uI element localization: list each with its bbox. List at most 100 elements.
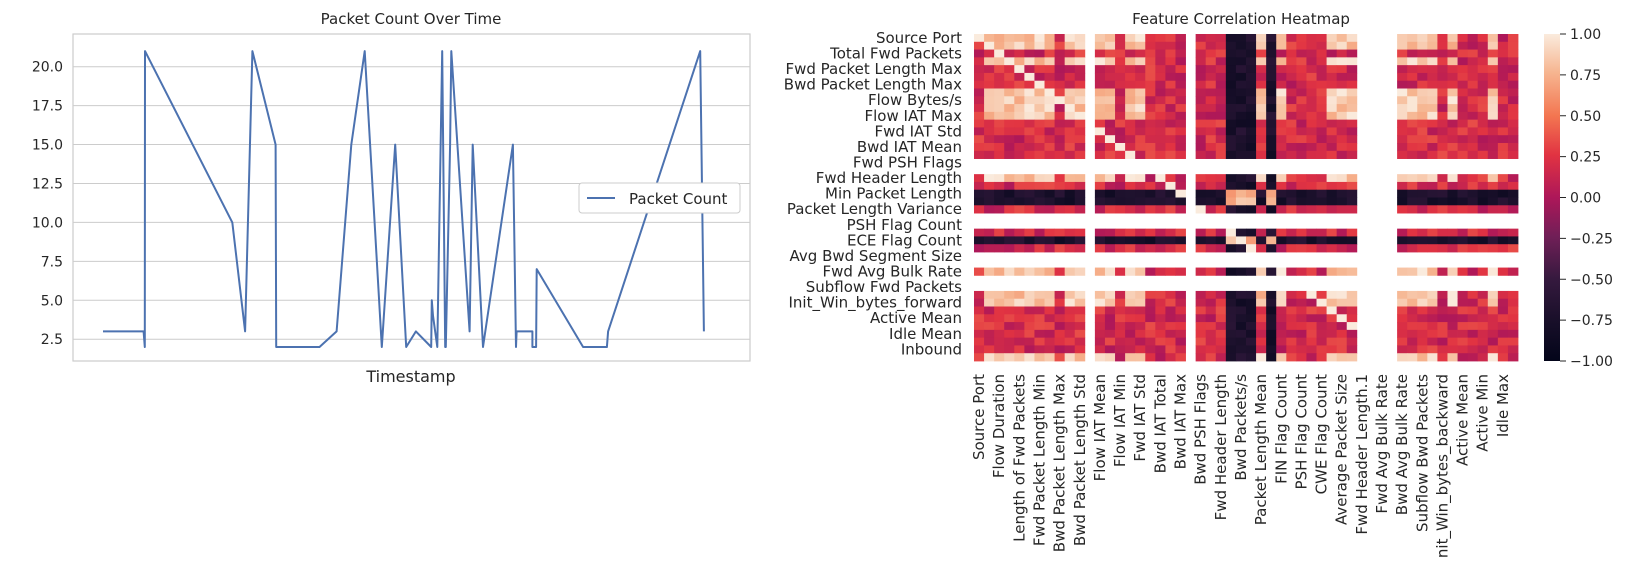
heatmap-cell bbox=[1125, 72, 1136, 82]
heatmap-cell bbox=[1225, 96, 1237, 105]
heatmap-cell bbox=[1507, 80, 1519, 89]
heatmap-cell bbox=[1467, 88, 1479, 97]
heatmap-cell bbox=[994, 111, 1005, 121]
heatmap-cell bbox=[1155, 306, 1166, 315]
heatmap-cell bbox=[1286, 197, 1297, 206]
heatmap-cell bbox=[1417, 298, 1428, 307]
heatmap-cell bbox=[1235, 119, 1247, 128]
heatmap-cell bbox=[1195, 353, 1207, 362]
heatmap-cell bbox=[1195, 80, 1207, 89]
heatmap-cell bbox=[1165, 111, 1176, 121]
heatmap-cell bbox=[1014, 49, 1025, 58]
heatmap-cell bbox=[1235, 96, 1247, 105]
heatmap-cell bbox=[1256, 353, 1267, 362]
heatmap-cell bbox=[1397, 174, 1408, 183]
heatmap-cell bbox=[1397, 72, 1408, 82]
heatmap-cell bbox=[1054, 298, 1066, 307]
heatmap-cell bbox=[1326, 174, 1338, 183]
heatmap-cell bbox=[1215, 174, 1227, 183]
heatmap-cell bbox=[1487, 143, 1499, 152]
heatmap-cell bbox=[1155, 353, 1166, 362]
heatmap-cell bbox=[1467, 345, 1479, 354]
heatmap-cell bbox=[1014, 228, 1025, 237]
heatmap-cell bbox=[984, 135, 995, 144]
heatmap-cell bbox=[1235, 65, 1247, 74]
heatmap-cell bbox=[1115, 267, 1126, 276]
heatmap-cell bbox=[1235, 314, 1247, 323]
heatmap-cell bbox=[1477, 197, 1489, 206]
heatmap-cell bbox=[1407, 65, 1418, 74]
heatmap-cell bbox=[1407, 49, 1418, 58]
heatmap-cell bbox=[1336, 205, 1348, 214]
heatmap-title: Feature Correlation Heatmap bbox=[1132, 10, 1350, 28]
y-tick-label: 17.5 bbox=[32, 99, 63, 115]
heatmap-cell bbox=[1487, 49, 1499, 58]
heatmap-cell bbox=[1447, 345, 1458, 354]
heatmap-cell bbox=[1155, 135, 1166, 144]
heatmap-cell bbox=[1205, 228, 1217, 237]
heatmap-cell bbox=[994, 72, 1005, 82]
heatmap-cell bbox=[1155, 181, 1166, 191]
heatmap-cell bbox=[1074, 80, 1086, 89]
heatmap-cell bbox=[1487, 104, 1499, 113]
heatmap-cell bbox=[1034, 111, 1045, 121]
heatmap-cell bbox=[1256, 189, 1267, 198]
heatmap-cell bbox=[1205, 267, 1217, 276]
heatmap-cell bbox=[1215, 119, 1227, 128]
heatmap-cell bbox=[1427, 49, 1438, 58]
heatmap-cell bbox=[1336, 119, 1348, 128]
heatmap-cell bbox=[1074, 119, 1086, 128]
heatmap-cell bbox=[1336, 57, 1348, 66]
heatmap-cell bbox=[1145, 290, 1156, 300]
heatmap-cell bbox=[1145, 306, 1156, 315]
heatmap-cell bbox=[1246, 322, 1257, 331]
heatmap-cell bbox=[1145, 119, 1156, 128]
heatmap-cell bbox=[1457, 306, 1469, 315]
heatmap-cell bbox=[1155, 267, 1166, 276]
heatmap-cell bbox=[1286, 290, 1297, 300]
heatmap-cell bbox=[1044, 174, 1055, 183]
heatmap-cell bbox=[1024, 298, 1035, 307]
heatmap-cell bbox=[1246, 228, 1257, 237]
heatmap-cell bbox=[1296, 189, 1307, 198]
heatmap-cell bbox=[1286, 57, 1297, 66]
heatmap-cell bbox=[1145, 127, 1156, 136]
heatmap-cell bbox=[1487, 119, 1499, 128]
heatmap-cell bbox=[1346, 290, 1358, 300]
heatmap-cell bbox=[1024, 65, 1035, 74]
heatmap-cell bbox=[1195, 345, 1207, 354]
heatmap-cell bbox=[1205, 41, 1217, 50]
heatmap-cell bbox=[1205, 290, 1217, 300]
heatmap-cell bbox=[1417, 306, 1428, 315]
heatmap-cell bbox=[1326, 104, 1338, 113]
heatmap-cell bbox=[1427, 244, 1438, 253]
heatmap-cell bbox=[1507, 337, 1519, 346]
heatmap-cell bbox=[1054, 290, 1066, 300]
heatmap-cell bbox=[1104, 111, 1116, 121]
heatmap-cell bbox=[974, 236, 985, 245]
heatmap-cell bbox=[984, 174, 995, 183]
heatmap-cell bbox=[1145, 135, 1156, 144]
heatmap-cell bbox=[1346, 65, 1358, 74]
heatmap-cell bbox=[1397, 34, 1408, 43]
heatmap-cell bbox=[1286, 111, 1297, 121]
heatmap-cell bbox=[1195, 57, 1207, 66]
heatmap-cell bbox=[1397, 267, 1408, 276]
heatmap-cell bbox=[1094, 80, 1106, 89]
heatmap-cell bbox=[1135, 72, 1146, 82]
heatmap-cell bbox=[994, 49, 1005, 58]
heatmap-cell bbox=[1266, 143, 1277, 152]
heatmap-cell bbox=[994, 135, 1005, 144]
heatmap-cell bbox=[1266, 314, 1277, 323]
heatmap-cell bbox=[1306, 197, 1317, 206]
heatmap-cell bbox=[1125, 314, 1136, 323]
heatmap-cell bbox=[1205, 314, 1217, 323]
heatmap-cell bbox=[1437, 197, 1448, 206]
heatmap-cell bbox=[1336, 314, 1348, 323]
heatmap-cell bbox=[1094, 72, 1106, 82]
heatmap-cell bbox=[1427, 72, 1438, 82]
heatmap-cell bbox=[984, 329, 995, 339]
heatmap-cell bbox=[1115, 197, 1126, 206]
heatmap-cell bbox=[1467, 57, 1479, 66]
heatmap-cell bbox=[994, 353, 1005, 362]
